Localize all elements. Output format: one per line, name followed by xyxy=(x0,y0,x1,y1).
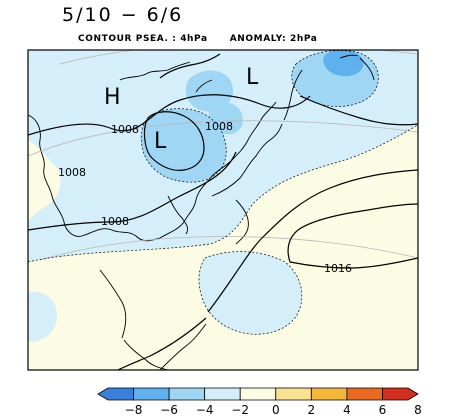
colorbar-segment xyxy=(275,387,312,401)
colorbar-segment xyxy=(239,387,277,401)
anomaly-core-ne xyxy=(323,50,364,77)
anomaly-patch-center xyxy=(141,108,227,183)
contour-labels: 1008 1008 1008 1008 1016 xyxy=(58,120,352,275)
colorbar-tick-label: 0 xyxy=(272,403,280,417)
isobar-label-1008-center: 1008 xyxy=(205,120,233,133)
page-title: 5/10 − 6/6 xyxy=(62,4,184,26)
colorbar: −8 −6 −4 −2 0 2 4 6 8 xyxy=(97,387,422,417)
negative-anomaly-sw xyxy=(28,291,58,342)
colorbar-tick-label: 4 xyxy=(343,403,351,417)
negative-anomaly-south xyxy=(198,251,302,335)
colorbar-tick-label: 8 xyxy=(414,403,422,417)
isobar-label-1008-nw: 1008 xyxy=(58,166,86,179)
contour-interval-label: CONTOUR PSEA. : 4hPa xyxy=(78,34,208,44)
isobar-label-1008-south: 1008 xyxy=(101,215,129,228)
colorbar-segment xyxy=(346,387,383,401)
positive-anomaly-region xyxy=(28,125,418,370)
colorbar-segment xyxy=(168,387,206,401)
anomaly-patch-mid xyxy=(208,102,243,135)
colorbar-tick-label: −6 xyxy=(160,403,178,417)
map-area xyxy=(28,50,418,370)
high-pressure-marker: H xyxy=(104,85,121,110)
colorbar-segment xyxy=(310,387,348,401)
colorbar-segment xyxy=(204,387,241,401)
isobar-label-1008-west: 1008 xyxy=(111,123,139,136)
colorbar-tick-label: −4 xyxy=(196,403,214,417)
positive-anomaly-nw xyxy=(28,140,61,222)
colorbar-tick-label: 2 xyxy=(308,403,316,417)
isobar-label-1016: 1016 xyxy=(324,262,352,275)
anomaly-patch-north xyxy=(185,70,233,112)
colorbar-segment xyxy=(133,387,170,401)
isobars xyxy=(28,53,418,370)
coastlines xyxy=(28,54,375,370)
colorbar-segment xyxy=(97,387,134,401)
low-pressure-marker-center: L xyxy=(154,129,167,154)
anomaly-interval-label: ANOMALY: 2hPa xyxy=(229,34,318,44)
colorbar-segment xyxy=(382,387,419,401)
map-frame xyxy=(27,49,419,371)
colorbar-tick-label: −8 xyxy=(125,403,143,417)
colorbar-tick-label: 6 xyxy=(379,403,387,417)
colorbar-tick-label: −2 xyxy=(231,403,249,417)
pressure-centers: H L L xyxy=(104,65,259,154)
subtitle: CONTOUR PSEA. : 4hPa ANOMALY: 2hPa xyxy=(78,34,317,44)
low-pressure-marker-north: L xyxy=(246,65,259,90)
anomaly-zero-lines xyxy=(28,50,418,335)
